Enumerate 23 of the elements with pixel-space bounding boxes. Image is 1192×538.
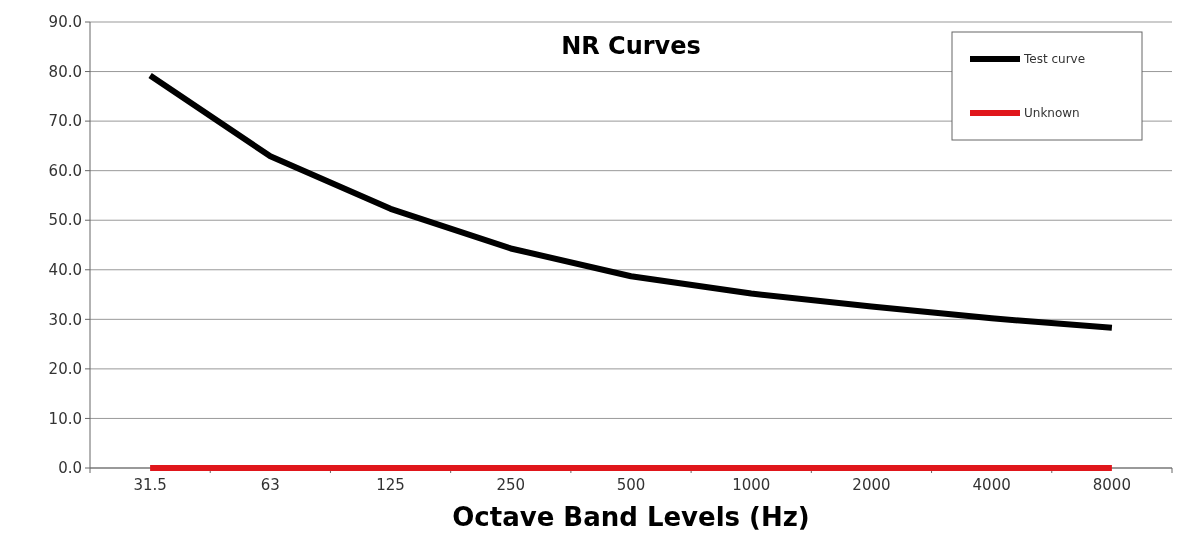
x-tick-label: 8000 <box>1092 476 1131 494</box>
y-tick-label: 30.0 <box>48 310 82 329</box>
y-tick-label: 40.0 <box>48 261 82 280</box>
y-tick-label: 10.0 <box>48 409 82 428</box>
legend-label: Unknown <box>1024 106 1080 121</box>
y-tick-label: 60.0 <box>48 161 82 180</box>
y-tick-label: 90.0 <box>48 13 82 32</box>
y-tick-label: 70.0 <box>48 112 82 131</box>
y-tick-label: 80.0 <box>48 62 82 81</box>
x-tick-label: 125 <box>376 476 405 494</box>
x-tick-label: 250 <box>496 476 526 494</box>
x-axis-title: Octave Band Levels (Hz) <box>452 502 810 532</box>
chart-title: NR Curves <box>561 32 701 60</box>
x-tick-label: 63 <box>260 476 280 494</box>
y-tick-label: 50.0 <box>48 211 82 230</box>
y-tick-label: 20.0 <box>48 360 82 379</box>
x-tick-label: 31.5 <box>133 476 167 494</box>
x-tick-label: 500 <box>616 476 646 494</box>
legend-label: Test curve <box>1023 52 1086 67</box>
x-tick-label: 2000 <box>852 476 891 494</box>
x-tick-label: 4000 <box>972 476 1011 494</box>
x-tick-label: 1000 <box>732 476 771 494</box>
y-tick-label: 0.0 <box>58 459 82 478</box>
